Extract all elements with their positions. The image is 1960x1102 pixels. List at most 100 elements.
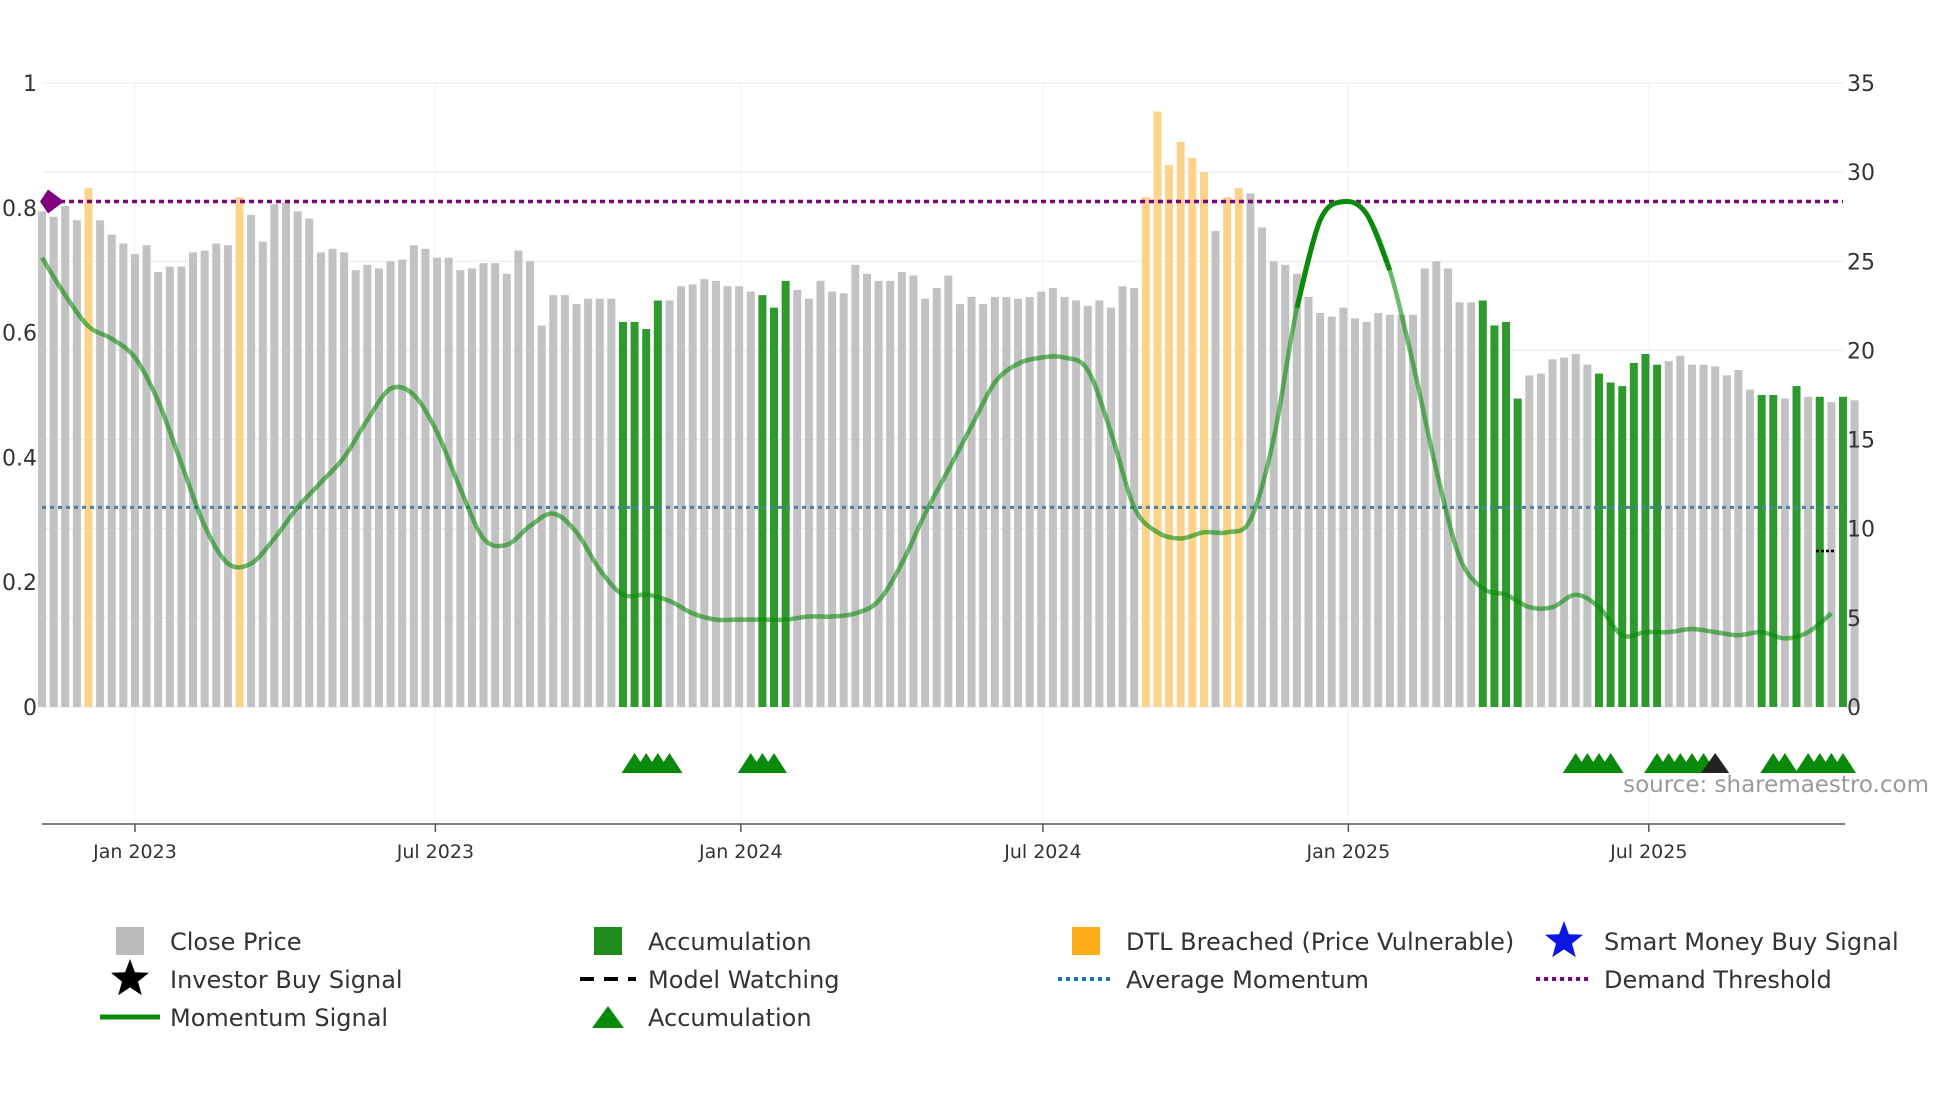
- legend-star-icon: [1545, 921, 1583, 958]
- left-tick-label: 0: [23, 696, 37, 721]
- close-price-bar: [444, 257, 453, 707]
- legend-item-acc_tri: Accumulation: [592, 1004, 812, 1032]
- accumulation-bar: [770, 307, 779, 707]
- markers: [621, 753, 1856, 773]
- close-price-bar: [38, 211, 46, 707]
- close-price-bar: [711, 280, 720, 707]
- close-price-bar: [793, 289, 802, 707]
- close-price-bar: [1560, 357, 1569, 707]
- close-price-bar: [409, 245, 418, 708]
- legend-star-icon: [111, 959, 149, 996]
- close-price-bar: [944, 275, 953, 707]
- accumulation-bar: [1478, 300, 1487, 707]
- close-price-bar: [584, 298, 593, 707]
- close-price-bar: [1258, 227, 1267, 707]
- close-price-bar: [1048, 288, 1057, 707]
- accumulation-triangle: [656, 753, 683, 773]
- close-price-bar: [700, 279, 709, 707]
- legend-label: Close Price: [170, 928, 302, 956]
- right-tick-label: 35: [1847, 72, 1875, 97]
- close-price-bar: [1246, 193, 1255, 708]
- close-price-bar: [107, 234, 116, 708]
- legend-item-momentum: Momentum Signal: [100, 1004, 388, 1032]
- close-price-bar: [142, 245, 151, 708]
- legend-item-watching: Model Watching: [580, 966, 840, 994]
- close-price-bar: [177, 266, 186, 707]
- close-price-bar: [990, 296, 999, 707]
- x-tick-label: Jan 2024: [698, 841, 783, 863]
- close-price-bar: [1316, 312, 1325, 707]
- close-price-bar: [862, 273, 871, 707]
- close-price-bar: [467, 268, 476, 707]
- close-price-bar: [1525, 375, 1534, 707]
- x-tick-label: Jul 2023: [396, 841, 474, 863]
- momentum-signal-line: [40, 199, 1833, 641]
- left-tick-label: 0.4: [2, 446, 37, 471]
- legend-item-demand: Demand Threshold: [1536, 966, 1832, 994]
- close-price-bar: [1536, 373, 1545, 707]
- close-price-bar: [979, 304, 988, 707]
- close-price-bar: [665, 300, 674, 707]
- close-price-bar: [1339, 307, 1348, 707]
- close-price-bar: [293, 211, 302, 707]
- close-price-bar: [258, 241, 267, 708]
- investor-buy-triangle: [1701, 753, 1730, 773]
- right-tick-label: 30: [1847, 161, 1875, 186]
- close-price-bar: [560, 295, 569, 707]
- accumulation-triangle: [1771, 753, 1798, 773]
- close-price-bar: [1687, 364, 1696, 707]
- close-price-bar: [967, 296, 976, 707]
- close-price-bar: [1722, 375, 1731, 707]
- legend-item-avg: Average Momentum: [1058, 966, 1369, 994]
- close-price-bar: [955, 304, 964, 707]
- close-price-bar: [1350, 318, 1359, 707]
- legend-item-smart: Smart Money Buy Signal: [1545, 921, 1899, 958]
- close-price-bar: [1060, 296, 1069, 707]
- legend-item-investor: Investor Buy Signal: [111, 959, 403, 996]
- close-price-bar: [1432, 261, 1441, 707]
- legend-swatch: [594, 927, 622, 955]
- close-price-bar: [1281, 264, 1290, 707]
- close-price-bar: [1095, 300, 1104, 707]
- close-price-bar: [526, 261, 535, 707]
- legend-item-acc: Accumulation: [594, 927, 812, 956]
- close-price-bar: [189, 252, 198, 707]
- close-price-bar: [723, 286, 732, 707]
- accumulation-bar: [630, 321, 639, 707]
- close-price-bar: [130, 254, 139, 707]
- close-price-bar: [1850, 400, 1859, 707]
- legend-label: Model Watching: [648, 966, 840, 994]
- close-price-bar: [1002, 296, 1011, 707]
- close-price-bar: [1664, 361, 1673, 707]
- close-price-bar: [363, 264, 372, 707]
- accumulation-bar: [1815, 396, 1824, 707]
- close-price-bar: [223, 245, 232, 708]
- legend-item-close: Close Price: [116, 927, 302, 956]
- right-tick-label: 20: [1847, 339, 1875, 364]
- close-price-bar: [746, 291, 755, 707]
- close-price-bar: [804, 298, 813, 707]
- legend-item-dtl: DTL Breached (Price Vulnerable): [1072, 927, 1514, 956]
- legend-label: DTL Breached (Price Vulnerable): [1126, 928, 1514, 956]
- close-price-bar: [282, 202, 291, 707]
- close-price-bar: [61, 206, 70, 707]
- close-price-bar: [386, 261, 395, 707]
- accumulation-bar: [1839, 396, 1847, 707]
- accumulation-bar: [1792, 386, 1801, 707]
- momentum-series: [40, 198, 1833, 641]
- legend-label: Accumulation: [648, 928, 812, 956]
- legend-label: Demand Threshold: [1604, 966, 1832, 994]
- close-price-bar: [1083, 305, 1092, 707]
- accumulation-bar: [618, 321, 627, 707]
- dtl-breached-bar: [1141, 197, 1150, 707]
- close-price-bar: [1409, 314, 1418, 707]
- close-price-bar: [1397, 314, 1406, 707]
- accumulation-bar: [1653, 364, 1662, 707]
- left-tick-label: 0.8: [2, 197, 37, 222]
- close-price-bar: [1780, 398, 1789, 707]
- legend-label: Accumulation: [648, 1004, 812, 1032]
- accumulation-bar: [1594, 373, 1603, 707]
- legend-label: Average Momentum: [1126, 966, 1369, 994]
- close-price-bar: [49, 216, 58, 707]
